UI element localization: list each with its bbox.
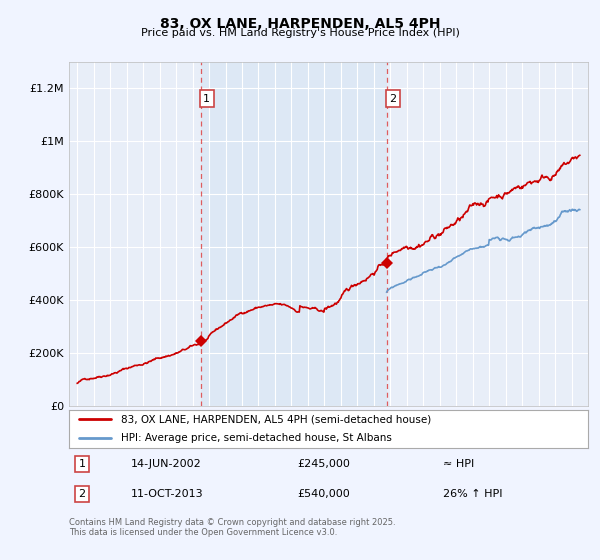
Text: 83, OX LANE, HARPENDEN, AL5 4PH: 83, OX LANE, HARPENDEN, AL5 4PH	[160, 17, 440, 31]
Text: 83, OX LANE, HARPENDEN, AL5 4PH (semi-detached house): 83, OX LANE, HARPENDEN, AL5 4PH (semi-de…	[121, 414, 431, 424]
Text: 1: 1	[79, 459, 85, 469]
Text: Contains HM Land Registry data © Crown copyright and database right 2025.
This d: Contains HM Land Registry data © Crown c…	[69, 518, 395, 538]
Text: 1: 1	[203, 94, 210, 104]
Text: ≈ HPI: ≈ HPI	[443, 459, 474, 469]
Text: £540,000: £540,000	[298, 489, 350, 499]
Text: HPI: Average price, semi-detached house, St Albans: HPI: Average price, semi-detached house,…	[121, 433, 392, 443]
Text: 2: 2	[389, 94, 396, 104]
Text: £245,000: £245,000	[298, 459, 350, 469]
Bar	[201, 62, 386, 406]
Text: 14-JUN-2002: 14-JUN-2002	[131, 459, 202, 469]
Text: 11-OCT-2013: 11-OCT-2013	[131, 489, 204, 499]
Text: 2: 2	[79, 489, 86, 499]
Text: Price paid vs. HM Land Registry's House Price Index (HPI): Price paid vs. HM Land Registry's House …	[140, 28, 460, 38]
Text: 26% ↑ HPI: 26% ↑ HPI	[443, 489, 502, 499]
